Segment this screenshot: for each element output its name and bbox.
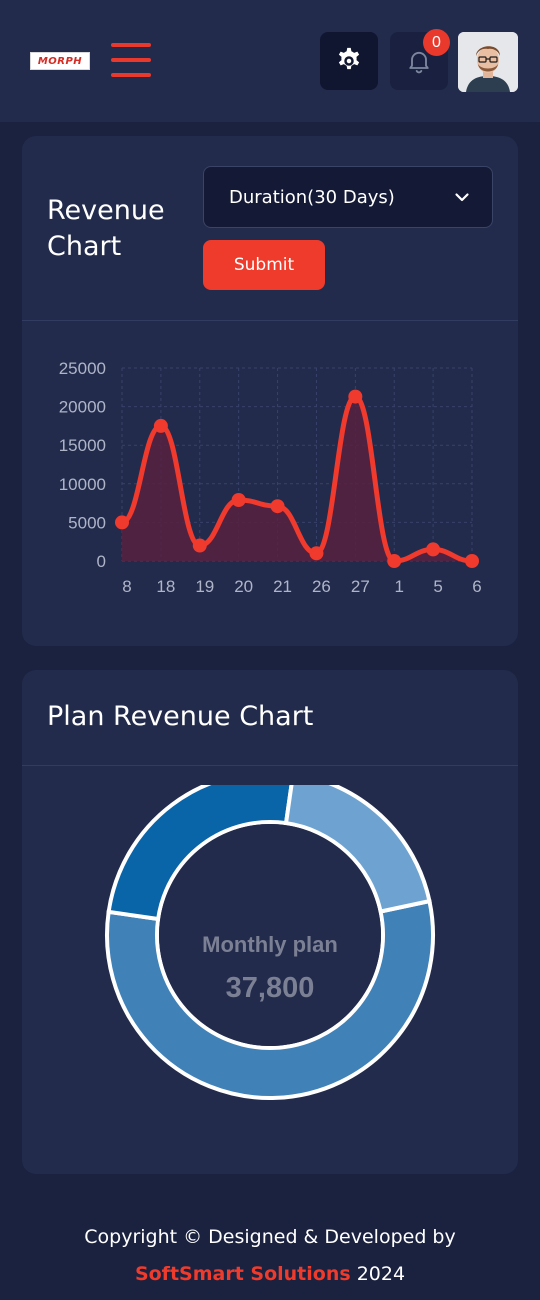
footer-copyright: Copyright © Designed & Developed by [84,1226,456,1248]
y-tick-label: 10000 [59,475,106,494]
data-point[interactable] [153,418,168,433]
footer-credit: SoftSmart Solutions 2024 [0,1263,540,1285]
data-point[interactable] [270,499,285,514]
x-tick-label: 20 [234,577,253,596]
submit-button[interactable]: Submit [203,240,325,290]
donut-center-value: 37,800 [225,972,315,1004]
data-point[interactable] [465,554,479,568]
card-divider [22,765,518,766]
menu-icon[interactable] [111,43,151,77]
plan-donut-chart [105,785,435,1100]
x-tick-label: 5 [433,577,442,596]
data-point[interactable] [192,538,207,553]
data-point[interactable] [231,493,246,508]
x-tick-label: 6 [472,577,481,596]
duration-select[interactable]: Duration(30 Days) [203,166,493,228]
bell-icon [409,51,429,74]
morph-logo[interactable]: MORPH [30,52,90,70]
donut-slice[interactable] [283,785,432,914]
revenue-chart-card: Revenue Chart Duration(30 Days) Submit 2… [22,136,518,646]
notification-count-badge: 0 [423,29,450,56]
series-area [122,396,472,561]
footer-brand-link[interactable]: SoftSmart Solutions [134,1263,351,1285]
top-bar: MORPH 0 [0,0,540,122]
card-divider [22,320,518,321]
donut-center-label: Monthly plan [202,932,338,957]
x-tick-label: 1 [394,577,403,596]
x-tick-label: 19 [195,577,214,596]
avatar[interactable] [458,32,518,92]
user-photo [458,32,518,92]
plan-revenue-title: Plan Revenue Chart [47,701,314,732]
y-tick-label: 0 [97,552,106,571]
data-point[interactable] [426,542,441,557]
donut-hole [159,824,381,1046]
y-tick-label: 20000 [59,398,106,417]
data-point[interactable] [115,515,129,530]
x-tick-label: 26 [312,577,331,596]
revenue-line-chart: 25000 20000 15000 10000 5000 08 18 19 20 21 26 27 1 5… [59,359,482,596]
x-tick-label: 18 [156,577,175,596]
duration-select-value: Duration(30 Days) [229,186,395,208]
donut-slice[interactable] [105,898,435,1100]
plan-revenue-card: Plan Revenue Chart Monthly plan 37,800 [22,670,518,1174]
logo-text: MORPH [37,55,83,67]
footer-year: 2024 [356,1263,406,1285]
x-tick-label: 27 [351,577,370,596]
chevron-down-icon [455,193,469,202]
x-tick-label: 21 [273,577,292,596]
donut-slice[interactable] [106,785,294,922]
gear-icon [338,47,360,70]
x-tick-label: 8 [122,577,131,596]
revenue-chart-title: Revenue Chart [47,195,165,262]
y-tick-label: 15000 [59,436,106,455]
y-tick-label: 5000 [68,513,106,532]
y-tick-label: 25000 [59,359,106,378]
data-point[interactable] [387,554,402,568]
settings-button[interactable] [320,32,378,90]
data-point[interactable] [348,389,363,404]
data-point[interactable] [309,546,324,561]
